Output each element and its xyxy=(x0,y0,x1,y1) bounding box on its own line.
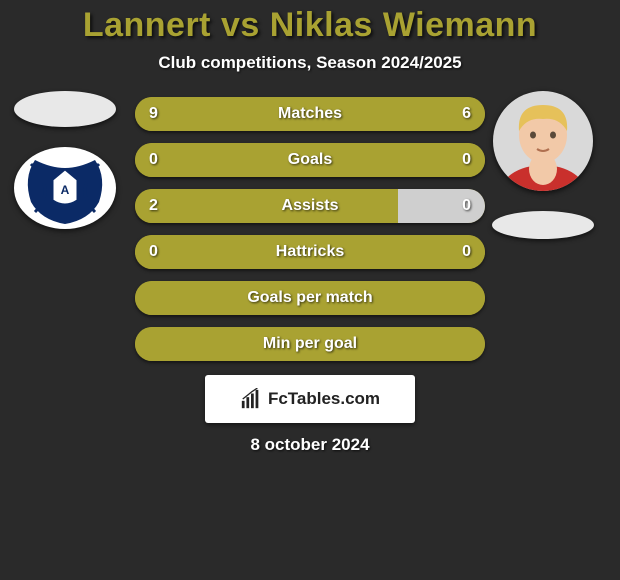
credit-text: FcTables.com xyxy=(268,389,380,409)
stat-row-hattricks: Hattricks 0 0 xyxy=(135,235,485,269)
stat-label: Goals xyxy=(288,151,332,169)
date-text: 8 october 2024 xyxy=(250,435,369,454)
stat-label: Goals per match xyxy=(247,289,372,307)
subtitle-text: Club competitions, Season 2024/2025 xyxy=(158,53,461,72)
stat-label: Hattricks xyxy=(276,243,344,261)
right-player-column xyxy=(488,91,598,239)
stat-label: Matches xyxy=(278,105,342,123)
right-avatar-photo xyxy=(493,91,593,191)
stat-row-goals: Goals 0 0 xyxy=(135,143,485,177)
page-subtitle: Club competitions, Season 2024/2025 xyxy=(0,53,620,73)
page-title: Lannert vs Niklas Wiemann xyxy=(0,0,620,45)
avatar-icon xyxy=(493,91,593,191)
stat-left-value: 0 xyxy=(149,151,158,169)
stat-row-min-per-goal: Min per goal xyxy=(135,327,485,361)
credit-box[interactable]: FcTables.com xyxy=(205,375,415,423)
stat-right-value: 6 xyxy=(462,105,471,123)
title-text: Lannert vs Niklas Wiemann xyxy=(83,6,537,44)
stat-label: Assists xyxy=(282,197,339,215)
svg-text:A: A xyxy=(61,183,70,197)
stat-row-goals-per-match: Goals per match xyxy=(135,281,485,315)
stat-row-matches: Matches 9 6 xyxy=(135,97,485,131)
chart-icon xyxy=(240,388,262,410)
stat-label: Min per goal xyxy=(263,335,357,353)
club-badge-icon: A xyxy=(15,147,115,229)
comparison-content: A Matches96Goals00Assists20Hattricks00Go… xyxy=(0,97,620,361)
stat-left-value: 9 xyxy=(149,105,158,123)
stat-right-value: 0 xyxy=(462,243,471,261)
left-player-column: A xyxy=(10,91,120,229)
stat-row-assists: Assists 2 0 xyxy=(135,189,485,223)
stat-right-value: 0 xyxy=(462,197,471,215)
stat-right-value: 0 xyxy=(462,151,471,169)
left-avatar-placeholder xyxy=(14,91,116,127)
left-club-badge: A xyxy=(14,147,116,229)
date-line: 8 october 2024 xyxy=(0,435,620,455)
stat-left-value: 0 xyxy=(149,243,158,261)
comparison-bars: Matches96Goals00Assists20Hattricks00Goal… xyxy=(135,97,485,361)
stat-left-value: 2 xyxy=(149,197,158,215)
right-club-badge-placeholder xyxy=(492,211,594,239)
